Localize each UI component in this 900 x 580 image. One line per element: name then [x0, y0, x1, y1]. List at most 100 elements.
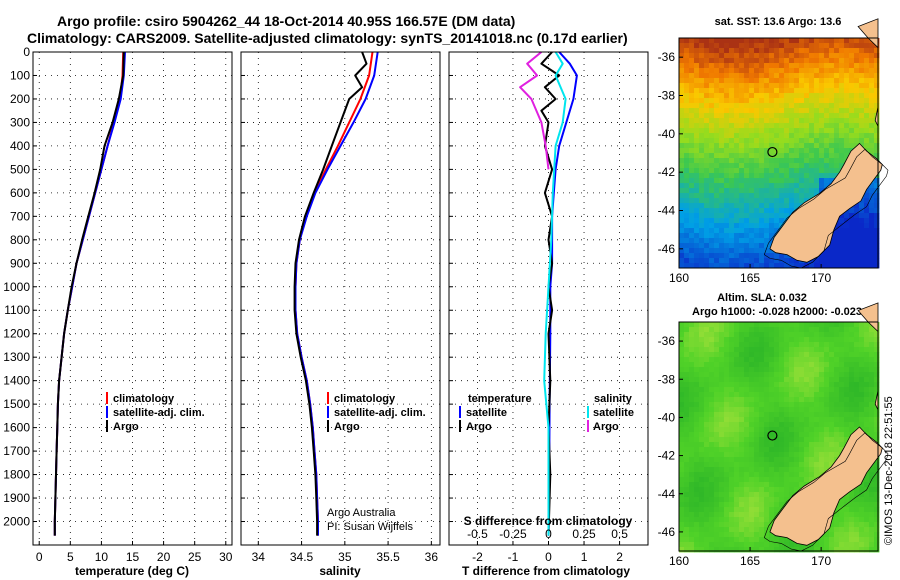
map-cell: [724, 118, 730, 124]
map-cell: [754, 148, 760, 154]
map-cell: [729, 472, 735, 478]
map-cell: [679, 352, 685, 358]
map-cell: [784, 472, 790, 478]
map-cell: [714, 58, 720, 64]
map-cell: [799, 422, 805, 428]
map-cell: [784, 133, 790, 139]
map-cell: [869, 382, 875, 388]
map-cell: [789, 168, 795, 174]
map-cell: [869, 108, 875, 114]
map-cell: [789, 482, 795, 488]
map-cell: [779, 502, 785, 508]
map-cell: [869, 542, 875, 548]
map-cell: [769, 48, 775, 54]
map-cell: [704, 497, 710, 503]
map-cell: [759, 547, 765, 553]
salinity-legend: climatology satellite-adj. clim. Argo: [327, 392, 426, 433]
map-cell: [704, 332, 710, 338]
map-cell: [794, 482, 800, 488]
map-cell: [864, 198, 870, 204]
map-cell: [819, 118, 825, 124]
map-cell: [849, 502, 855, 508]
map-cell: [714, 357, 720, 363]
legend-t-argo-label: Argo: [466, 421, 492, 433]
map-cell: [759, 432, 765, 438]
map-cell: [809, 108, 815, 114]
map-cell: [694, 487, 700, 493]
map-cell: [854, 213, 860, 219]
map-cell: [814, 93, 820, 99]
map-cell: [829, 173, 835, 179]
map-cell: [759, 367, 765, 373]
map-cell: [844, 527, 850, 533]
map-cell: [704, 367, 710, 373]
map-cell: [869, 198, 875, 204]
map-cell: [709, 427, 715, 433]
map-cell: [679, 467, 685, 473]
map-cell: [704, 133, 710, 139]
map-cell: [724, 457, 730, 463]
map-cell: [874, 238, 880, 244]
map-cell: [689, 188, 695, 194]
map-cell: [789, 407, 795, 413]
map-cell: [799, 427, 805, 433]
sst-map-field: [679, 38, 880, 269]
map-cell: [859, 327, 865, 333]
map-cell: [779, 327, 785, 333]
map-cell: [749, 532, 755, 538]
map-cell: [829, 128, 835, 134]
map-cell: [754, 417, 760, 423]
map-cell: [809, 362, 815, 368]
map-cell: [709, 228, 715, 234]
map-cell: [759, 203, 765, 209]
map-cell: [819, 133, 825, 139]
map-cell: [839, 258, 845, 264]
map-cell: [869, 183, 875, 189]
series-line-s-argo: [519, 51, 550, 170]
map-cell: [714, 213, 720, 219]
map-cell: [729, 53, 735, 59]
map-cell: [779, 437, 785, 443]
map-cell: [834, 83, 840, 89]
map-cell: [689, 138, 695, 144]
map-cell: [784, 108, 790, 114]
map-cell: [809, 158, 815, 164]
map-cell: [874, 427, 880, 433]
map-cell: [804, 327, 810, 333]
map-cell: [844, 352, 850, 358]
map-cell: [709, 457, 715, 463]
map-cell: [784, 462, 790, 468]
map-cell: [754, 482, 760, 488]
map-cell: [774, 542, 780, 548]
map-cell: [744, 322, 750, 328]
map-cell: [814, 98, 820, 104]
map-cell: [834, 113, 840, 119]
map-cell: [849, 407, 855, 413]
map-cell: [854, 397, 860, 403]
map-cell: [724, 547, 730, 553]
map-cell: [759, 482, 765, 488]
map-cell: [754, 422, 760, 428]
map-cell: [834, 342, 840, 348]
map-cell: [724, 168, 730, 174]
map-cell: [714, 103, 720, 109]
map-cell: [714, 487, 720, 493]
map-cell: [749, 542, 755, 548]
map-cell: [764, 63, 770, 69]
map-cell: [724, 223, 730, 229]
map-cell: [834, 402, 840, 408]
map-cell: [819, 542, 825, 548]
temperature-lines: [53, 51, 126, 536]
map-cell: [679, 118, 685, 124]
map-cell: [734, 367, 740, 373]
map-cell: [874, 188, 880, 194]
map-cell: [774, 362, 780, 368]
map-cell: [749, 337, 755, 343]
map-cell: [709, 188, 715, 194]
difference-frame: [448, 51, 649, 546]
map-cell: [824, 63, 830, 69]
map-cell: [869, 253, 875, 259]
map-cell: [794, 163, 800, 169]
map-cell: [774, 462, 780, 468]
map-cell: [799, 467, 805, 473]
